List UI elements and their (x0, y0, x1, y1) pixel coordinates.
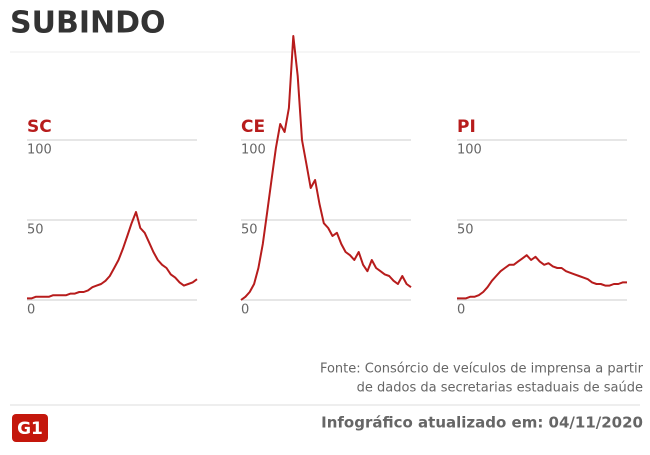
y-tick-label: 0 (241, 303, 249, 318)
chart-title: SC (27, 117, 52, 137)
y-tick-label: 100 (27, 143, 52, 158)
source-line: Fonte: Consórcio de veículos de imprensa… (320, 362, 644, 377)
logo: G1 (17, 419, 43, 439)
data-line (27, 211, 198, 300)
y-tick-label: 0 (457, 303, 465, 318)
y-tick-label: 50 (27, 223, 44, 238)
chart-title: PI (457, 117, 476, 137)
y-tick-label: 50 (457, 223, 474, 238)
y-tick-label: 50 (241, 223, 258, 238)
data-line (240, 35, 412, 301)
y-tick-label: 0 (27, 303, 35, 318)
source-line: de dados da secretarias estaduais de saú… (357, 381, 643, 396)
y-tick-label: 100 (241, 143, 266, 158)
y-tick-label: 100 (457, 143, 482, 158)
chart-title: CE (241, 117, 265, 137)
page-title: SUBINDO (10, 6, 166, 41)
update-date: Infográfico atualizado em: 04/11/2020 (321, 414, 643, 432)
logo-box (12, 414, 48, 442)
data-line (457, 254, 627, 300)
